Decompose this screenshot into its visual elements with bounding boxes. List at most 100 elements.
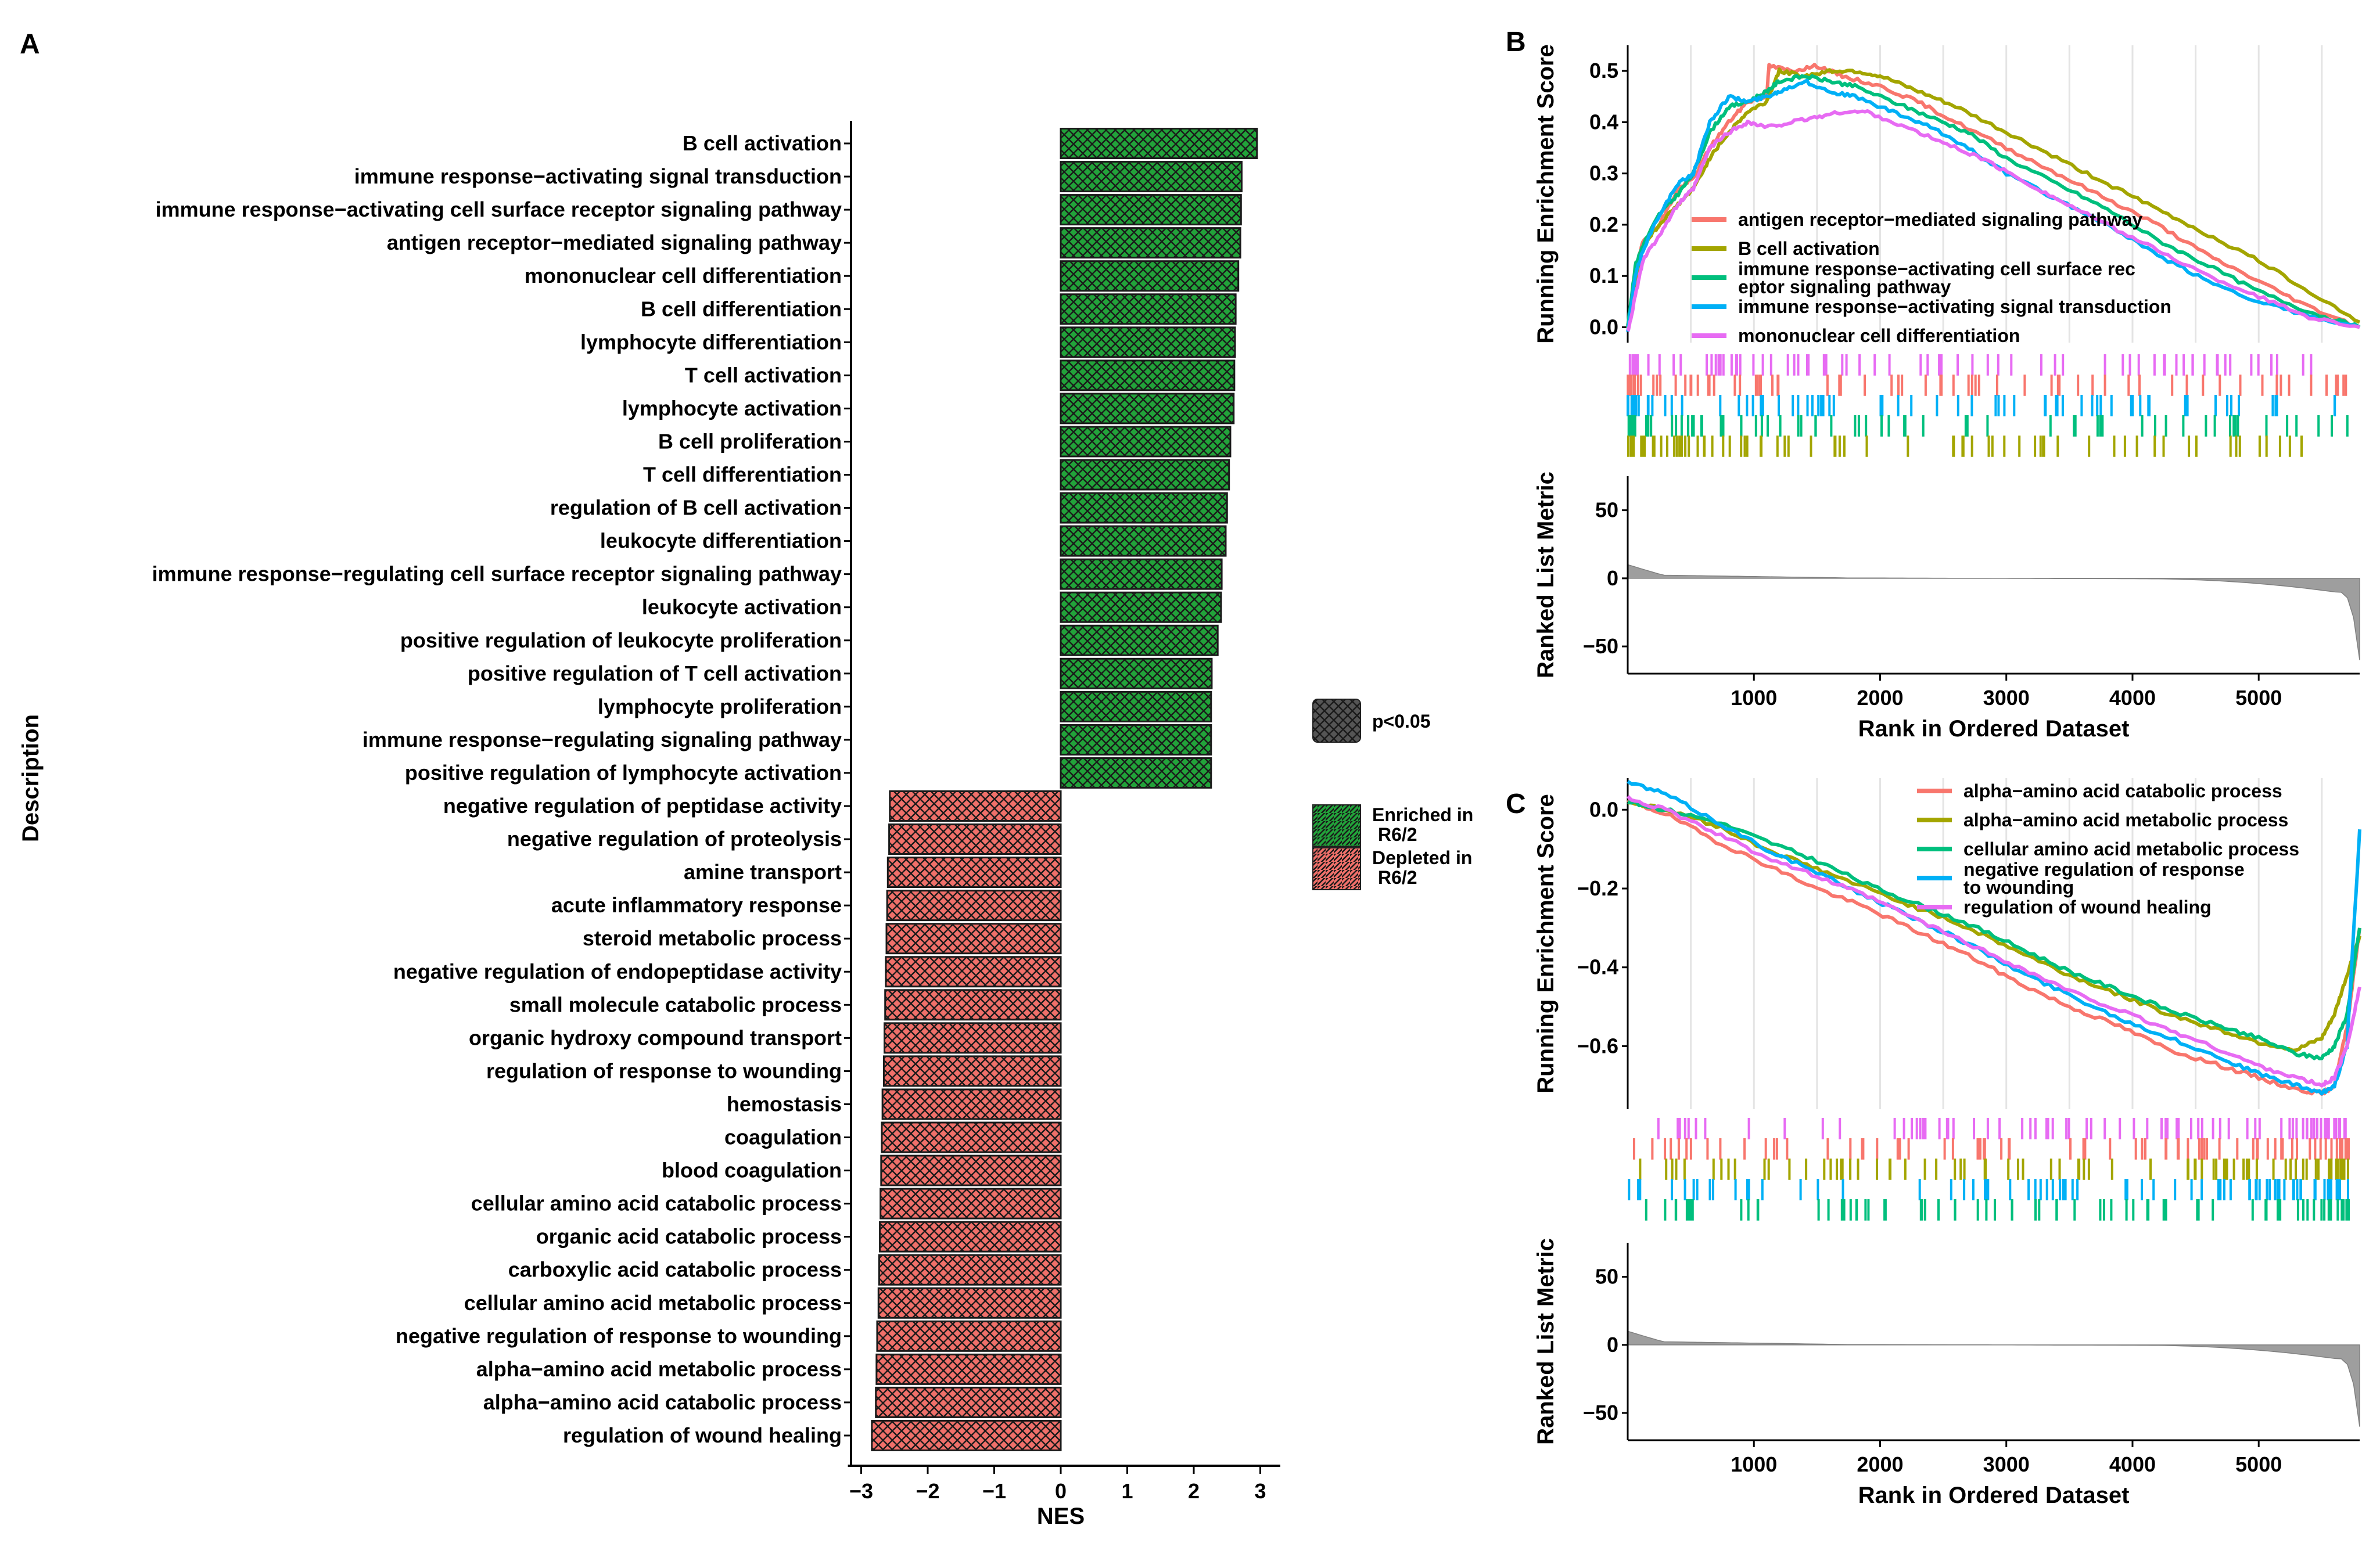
category-label-26: small molecule catabolic process	[509, 992, 842, 1016]
legend-depleted-hatch	[1313, 848, 1360, 890]
category-label-8: lymphocyte activation	[622, 396, 842, 420]
category-label-37: alpha−amino acid metabolic process	[476, 1357, 842, 1381]
bar-hatch-4	[1061, 261, 1239, 291]
panel-c-bottom-ylabel: Ranked List Metric	[1533, 1238, 1559, 1445]
legend-pattern-hatch	[1313, 699, 1360, 742]
panel-a-bar-chart: B cell activation immune response−activat…	[152, 121, 1280, 1503]
category-label-34: carboxylic acid catabolic process	[508, 1258, 842, 1282]
category-label-31: blood coagulation	[662, 1159, 842, 1182]
category-label-16: positive regulation of T cell activation	[468, 661, 842, 685]
bar-hatch-13	[1061, 559, 1222, 589]
bar-hatch-22	[888, 857, 1061, 887]
category-label-10: T cell differentiation	[643, 463, 842, 487]
bar-hatch-38	[875, 1387, 1061, 1418]
panel-b-series-line-3	[1626, 78, 2361, 332]
panel-c-legend-label-2: cellular amino acid metabolic process	[1963, 839, 2299, 859]
bar-hatch-5	[1061, 294, 1236, 324]
category-label-39: regulation of wound healing	[563, 1423, 842, 1447]
panel-b-xtick-label-3: 4000	[2109, 686, 2156, 710]
xtick-label-4: 1	[1121, 1479, 1133, 1503]
bar-hatch-12	[1061, 526, 1226, 556]
panel-c-hit-marks-1	[1639, 1159, 2349, 1180]
bar-hatch-37	[876, 1354, 1061, 1384]
panel-c-top-ytick-label-0: 0.0	[1589, 797, 1618, 821]
bar-hatch-11	[1061, 493, 1227, 523]
panel-c-label: C	[1506, 789, 1526, 819]
panel-a-ylabel: Description	[18, 714, 44, 842]
category-label-36: negative regulation of response to wound…	[396, 1324, 842, 1348]
bar-hatch-23	[887, 890, 1061, 920]
category-label-6: lymphocyte differentiation	[580, 330, 842, 354]
bar-hatch-21	[889, 824, 1061, 854]
bar-hatch-16	[1061, 659, 1212, 689]
category-label-30: coagulation	[724, 1125, 842, 1149]
category-label-32: cellular amino acid catabolic process	[471, 1192, 842, 1215]
panel-a-xlabel: NES	[1037, 1504, 1085, 1529]
panel-b-top-ylabel: Running Enrichment Score	[1533, 44, 1559, 344]
category-label-38: alpha−amino acid catabolic process	[483, 1390, 842, 1414]
legend-pattern-label: p<0.05	[1372, 711, 1431, 732]
xtick-label-3: 0	[1055, 1479, 1067, 1503]
panel-b-bottom-ytick-label-2: −50	[1583, 634, 1618, 658]
legend-depleted-label: Depleted in R6/2	[1372, 847, 1472, 888]
legend-enriched-label: Enriched in R6/2	[1372, 804, 1473, 845]
category-label-1: immune response−activating signal transd…	[354, 164, 842, 188]
bar-hatch-9	[1061, 426, 1230, 456]
category-label-35: cellular amino acid metabolic process	[464, 1291, 842, 1315]
category-label-3: antigen receptor−mediated signaling path…	[387, 231, 842, 254]
panel-b-legend-label-1: B cell activation	[1738, 238, 1880, 259]
xtick-label-5: 2	[1188, 1479, 1200, 1503]
panel-c-hit-marks-2	[1645, 1199, 2350, 1221]
panel-b-top-ytick-label-2: 0.2	[1589, 213, 1618, 236]
category-label-11: regulation of B cell activation	[550, 496, 842, 520]
panel-c-xtick-label-1: 2000	[1857, 1452, 1903, 1476]
bar-hatch-34	[879, 1255, 1061, 1285]
panel-b-bottom-ylabel: Ranked List Metric	[1533, 472, 1559, 678]
category-label-33: organic acid catabolic process	[536, 1225, 842, 1249]
xtick-label-1: −2	[916, 1479, 939, 1503]
category-label-24: steroid metabolic process	[583, 926, 842, 950]
panel-c-hit-marks-0	[1633, 1138, 2350, 1160]
category-label-0: B cell activation	[683, 131, 842, 155]
bar-hatch-7	[1061, 360, 1234, 390]
bar-hatch-2	[1061, 195, 1241, 225]
panel-c-gsea-plot: 0.0 −0.2 −0.4 −0.6 Running Enrichment Score a…	[1533, 778, 2361, 1508]
bar-hatch-20	[889, 791, 1061, 821]
panel-c-legend-label-3: negative regulation of response to woundi…	[1963, 859, 2245, 898]
panel-c-series-line-3	[1627, 780, 2361, 1096]
panel-c-series-line-2	[1627, 800, 2361, 1060]
bar-hatch-32	[880, 1189, 1061, 1219]
panel-b-legend-line1-2: immune response−activating cell surface …	[1738, 258, 2135, 279]
legend-depleted-line2: R6/2	[1378, 867, 1417, 888]
category-label-9: B cell proliferation	[658, 429, 842, 453]
bar-hatch-15	[1061, 625, 1218, 656]
category-label-17: lymphocyte proliferation	[598, 695, 842, 718]
legend-depleted-line1: Depleted in	[1372, 847, 1472, 868]
panel-c-legend-label-1: alpha−amino acid metabolic process	[1963, 810, 2288, 830]
panel-b-hit-marks-3	[1627, 395, 2336, 416]
category-label-27: organic hydroxy compound transport	[469, 1026, 842, 1049]
category-label-29: hemostasis	[727, 1092, 842, 1116]
panel-b-ranked-metric-area	[1627, 564, 2360, 660]
bar-hatch-30	[881, 1123, 1061, 1152]
category-label-5: B cell differentiation	[641, 297, 842, 321]
bar-hatch-1	[1061, 161, 1242, 192]
panel-c-legend-label-0: alpha−amino acid catabolic process	[1963, 781, 2282, 801]
category-label-7: T cell activation	[685, 363, 842, 387]
panel-b-gsea-plot: 0.0 0.1 0.2 0.3 0.4 0.5 Running Enrichment Sco…	[1533, 44, 2361, 742]
bar-hatch-10	[1061, 460, 1229, 490]
panel-b-series-line-0	[1626, 63, 2360, 329]
bar-hatch-24	[886, 923, 1061, 954]
panel-b-legend-label-3: immune response−activating signal transd…	[1738, 296, 2171, 317]
category-label-4: mononuclear cell differentiation	[525, 264, 842, 287]
category-label-18: immune response−regulating signaling pat…	[362, 728, 842, 751]
panel-b-top-ytick-label-1: 0.1	[1589, 264, 1618, 287]
panel-c-bottom-ytick-label-0: 50	[1595, 1265, 1618, 1289]
panel-b-legend-label-2: immune response−activating cell surface …	[1738, 258, 2135, 297]
panel-c-series-line-4	[1626, 794, 2361, 1088]
bar-hatch-25	[885, 956, 1061, 987]
panel-b-label: B	[1506, 27, 1526, 57]
category-label-21: negative regulation of proteolysis	[507, 827, 842, 851]
legend-enriched-hatch	[1313, 805, 1360, 847]
